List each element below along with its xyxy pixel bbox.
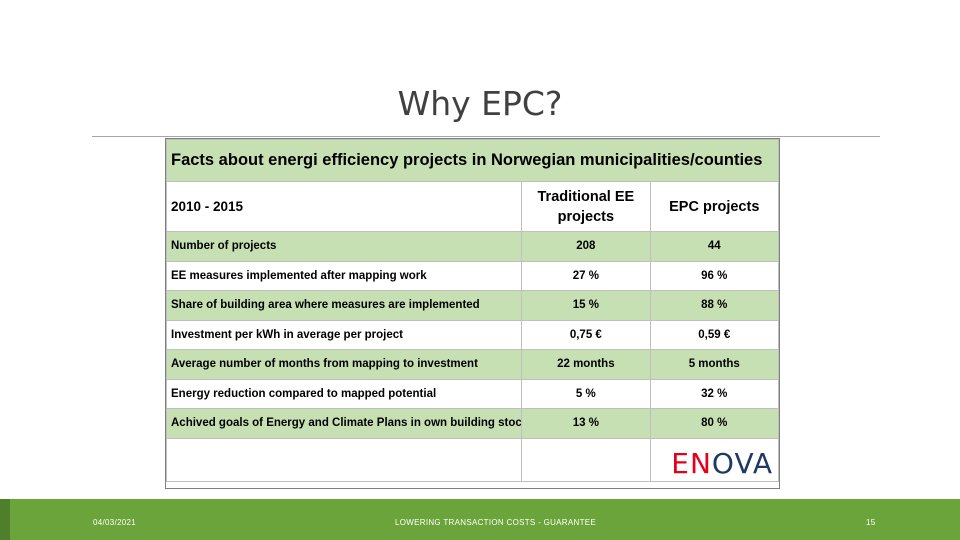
traditional-value: 15 % [521, 290, 651, 321]
epc-value: 5 months [649, 349, 780, 380]
table-row: Number of projects 208 44 [165, 231, 780, 262]
row-label: Share of building area where measures ar… [165, 290, 523, 321]
table-row: Energy reduction compared to mapped pote… [165, 378, 780, 409]
table-row: Average number of months from mapping to… [165, 349, 780, 380]
slide-title: Why EPC? [397, 84, 563, 123]
epc-value: 44 [649, 231, 780, 262]
table-title: Facts about energi efficiency projects i… [166, 139, 779, 182]
traditional-value: 22 months [521, 349, 651, 380]
row-label: Number of projects [165, 231, 523, 262]
table-row: EE measures implemented after mapping wo… [165, 260, 780, 291]
table-header-row: 2010 - 2015 Traditional EE projects EPC … [165, 181, 780, 232]
row-label: EE measures implemented after mapping wo… [165, 260, 523, 291]
table-row: Investment per kWh in average per projec… [165, 319, 780, 350]
table-row: Share of building area where measures ar… [165, 290, 780, 321]
traditional-value: 27 % [521, 260, 651, 291]
column-header-traditional: Traditional EE projects [521, 181, 651, 232]
footer-date: 04/03/2021 [93, 518, 137, 527]
column-header-epc: EPC projects [649, 181, 780, 232]
empty-cell [165, 437, 523, 482]
traditional-value: 13 % [521, 408, 651, 439]
table-title-row: Facts about energi efficiency projects i… [166, 139, 779, 182]
table-row: Achived goals of Energy and Climate Plan… [165, 408, 780, 439]
epc-value: 88 % [649, 290, 780, 321]
epc-value: 0,59 € [649, 319, 780, 350]
period-label: 2010 - 2015 [165, 181, 523, 232]
traditional-value: 0,75 € [521, 319, 651, 350]
logo-part-ova: OVA [711, 447, 773, 480]
facts-table-image: Facts about energi efficiency projects i… [165, 138, 780, 489]
row-label: Average number of months from mapping to… [165, 349, 523, 380]
enova-logo: ENOVA [671, 447, 773, 480]
row-label: Achived goals of Energy and Climate Plan… [165, 408, 523, 439]
empty-cell [649, 437, 780, 482]
empty-cell [521, 437, 651, 482]
title-divider [92, 136, 880, 137]
facts-table: Facts about energi efficiency projects i… [165, 139, 780, 482]
footer-accent [0, 499, 10, 540]
page-number: 15 [866, 518, 876, 527]
traditional-value: 5 % [521, 378, 651, 409]
footer-bar [0, 499, 960, 540]
footer-caption: LOWERING TRANSACTION COSTS - GUARANTEE [395, 518, 597, 527]
logo-part-en: EN [671, 447, 712, 480]
epc-value: 32 % [649, 378, 780, 409]
traditional-value: 208 [521, 231, 651, 262]
table-empty-row [165, 437, 780, 482]
row-label: Investment per kWh in average per projec… [165, 319, 523, 350]
epc-value: 80 % [649, 408, 780, 439]
epc-value: 96 % [649, 260, 780, 291]
row-label: Energy reduction compared to mapped pote… [165, 378, 523, 409]
